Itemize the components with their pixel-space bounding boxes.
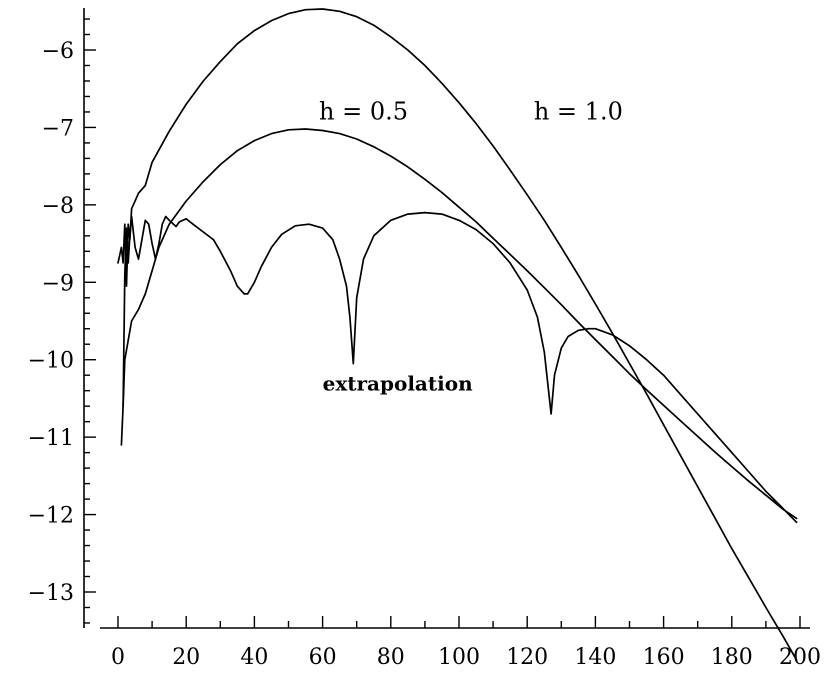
y-tick-label: −6 <box>42 39 74 64</box>
series-line-2 <box>120 128 798 520</box>
series-line-3 <box>122 211 798 524</box>
annotation-h-0-5: h = 0.5 <box>319 98 408 126</box>
axes <box>83 8 810 629</box>
x-tick-label: 0 <box>111 645 125 670</box>
x-tick-label: 120 <box>506 645 548 670</box>
x-tick-label: 200 <box>779 645 821 670</box>
x-tick-label: 60 <box>309 645 337 670</box>
annotation-h-1-0: h = 1.0 <box>534 98 623 126</box>
x-tick-label: 180 <box>711 645 753 670</box>
x-tick-label: 80 <box>377 645 405 670</box>
y-tick-label: −8 <box>42 194 74 219</box>
x-tick-label: 40 <box>240 645 268 670</box>
annotation-extrapolation: extrapolation <box>323 372 473 396</box>
y-tick-label: −9 <box>42 271 74 296</box>
series-group <box>117 8 798 661</box>
x-tick-label: 100 <box>438 645 480 670</box>
y-tick-label: −12 <box>28 504 74 529</box>
x-ticks: 0 20 40 60 80 100 120 140 160 180 200 <box>111 616 821 670</box>
y-ticks: −13 −12 −11 −10 −9 −8 −7 −6 <box>28 18 96 624</box>
y-tick-label: −13 <box>28 581 74 606</box>
x-tick-label: 20 <box>172 645 200 670</box>
y-tick-label: −11 <box>28 426 74 451</box>
x-tick-label: 140 <box>574 645 616 670</box>
y-tick-label: −10 <box>28 349 74 374</box>
series-line-1 <box>117 8 798 661</box>
x-tick-label: 160 <box>643 645 685 670</box>
y-tick-label: −7 <box>42 116 74 141</box>
